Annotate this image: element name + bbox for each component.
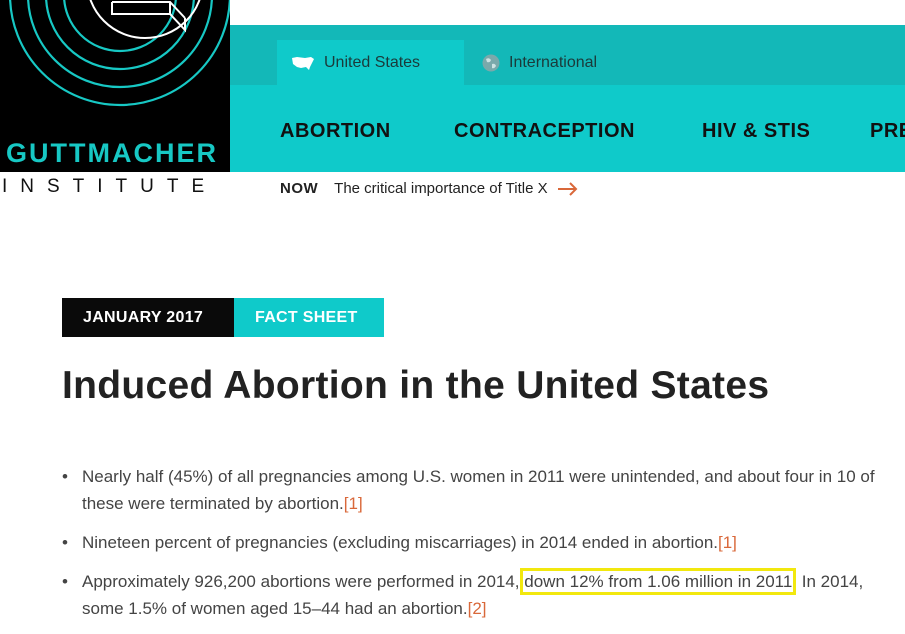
list-item: Approximately 926,200 abortions were per… (62, 568, 892, 622)
reference-link[interactable]: [1] (343, 494, 363, 513)
reference-link[interactable]: [1] (718, 533, 737, 552)
nav-item-contraception[interactable]: CONTRACEPTION (454, 120, 635, 142)
globe-icon (482, 54, 500, 72)
highlighted-text: down 12% from 1.06 million in 2011 (520, 568, 797, 595)
page-title: Induced Abortion in the United States (62, 364, 770, 407)
logo-subtitle: INSTITUTE (2, 176, 218, 197)
logo-circles-icon (9, 0, 230, 107)
type-badge[interactable]: FACT SHEET (234, 298, 384, 337)
list-item: Nineteen percent of pregnancies (excludi… (62, 529, 892, 556)
list-item: Nearly half (45%) of all pregnancies amo… (62, 463, 892, 517)
now-link[interactable]: The critical importance of Title X (334, 180, 548, 197)
fact-text: Nearly half (45%) of all pregnancies amo… (82, 467, 875, 513)
fact-text: Nineteen percent of pregnancies (excludi… (82, 533, 718, 552)
tab-label: International (509, 53, 598, 71)
reference-link[interactable]: [2] (467, 599, 487, 618)
tab-united-states[interactable]: United States (277, 40, 464, 85)
nav-item-hiv-stis[interactable]: HIV & STIS (702, 120, 811, 142)
logo-name: GUTTMACHER (6, 138, 218, 168)
main-nav: ABORTION CONTRACEPTION HIV & STIS PRE (230, 85, 905, 172)
fact-text: Approximately 926,200 abortions were per… (82, 572, 525, 591)
now-label: NOW (280, 180, 319, 197)
logo-mark: GUTTMACHER (0, 0, 230, 172)
nav-item-pregnancy[interactable]: PRE (870, 120, 905, 142)
site-header: United States International ABORTION CON… (230, 25, 905, 172)
date-badge: JANUARY 2017 (62, 298, 234, 337)
nav-item-abortion[interactable]: ABORTION (280, 120, 391, 142)
article-meta: JANUARY 2017 FACT SHEET (62, 298, 384, 337)
region-nav: United States International (230, 25, 905, 85)
arrow-right-icon[interactable] (557, 181, 579, 196)
us-map-icon (291, 55, 315, 71)
guttmacher-logo[interactable]: GUTTMACHER INSTITUTE (0, 0, 230, 200)
tab-label: United States (324, 53, 421, 71)
fact-text: . In 2014, some 1.5% of women aged 15–44… (82, 572, 864, 618)
tab-international[interactable]: International (480, 40, 597, 85)
fact-list: Nearly half (45%) of all pregnancies amo… (62, 463, 892, 634)
now-banner: NOW The critical importance of Title X (280, 180, 579, 197)
